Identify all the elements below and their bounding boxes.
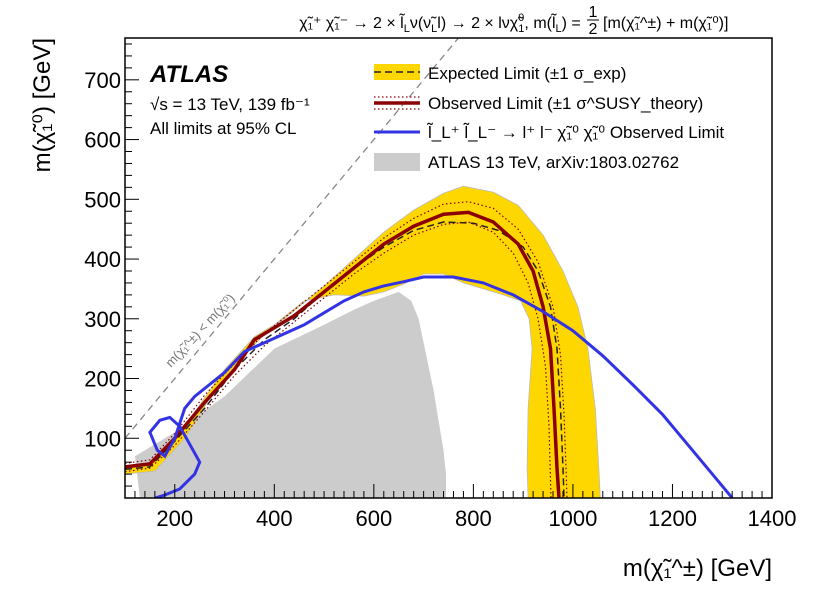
x-tick-label: 1200	[648, 506, 697, 531]
expected-limit-line	[125, 221, 565, 498]
x-tick-label: 600	[355, 506, 392, 531]
plot-frame	[124, 37, 773, 499]
x-tick-label: 1000	[548, 506, 597, 531]
x-tick-label: 400	[256, 506, 293, 531]
chart-title: χ̃₁⁺ χ̃₁⁻ → 2 × l̃Lν(ν̃Ll) → 2 × lνχ̃0 1,…	[299, 12, 581, 35]
previous-result-area	[135, 291, 446, 498]
energy-lumi-label: √s = 13 TeV, 139 fb⁻¹	[150, 95, 310, 114]
kinematic-limit-label: m(χ̃₁^±) < m(χ̃₁⁰)	[162, 291, 238, 370]
legend-previous-swatch	[374, 153, 420, 171]
y-tick-label: 700	[84, 68, 121, 93]
y-tick-label: 100	[84, 426, 121, 451]
y-tick-label: 600	[84, 128, 121, 153]
legend-expected-label: Expected Limit (±1 σ_exp)	[428, 64, 626, 83]
observed-limit-line	[125, 210, 561, 498]
y-axis: 100 200 300 400 500 600 700	[84, 43, 139, 487]
legend-slepton-label: l̃_L⁺ l̃_L⁻ → l⁺ l⁻ χ̃₁⁰ χ̃₁⁰ Observed L…	[426, 122, 724, 142]
title-fraction-numerator: 1	[589, 4, 598, 21]
y-tick-label: 500	[84, 187, 121, 212]
title-mass-rhs: [m(χ̃₁^±) + m(χ̃₁⁰)]	[603, 15, 728, 32]
title-fraction-denominator: 2	[589, 21, 598, 38]
x-axis-label: m(χ̃₁^±) [GeV]	[623, 555, 772, 582]
legend: Expected Limit (±1 σ_exp) Observed Limit…	[374, 64, 724, 172]
x-tick-label: 200	[156, 506, 193, 531]
y-axis-label: m(χ̃₁⁰) [GeV]	[29, 38, 56, 172]
legend-observed-label: Observed Limit (±1 σ^SUSY_theory)	[428, 94, 703, 113]
y-tick-label: 300	[84, 307, 121, 332]
x-tick-label: 1400	[748, 506, 797, 531]
expected-1sigma-band	[125, 185, 601, 498]
y-tick-label: 400	[84, 247, 121, 272]
slepton-observed-limit-line	[148, 275, 734, 498]
y-tick-label: 200	[84, 367, 121, 392]
x-tick-label: 800	[455, 506, 492, 531]
atlas-logo: ATLAS	[149, 61, 228, 88]
legend-previous-label: ATLAS 13 TeV, arXiv:1803.02762	[428, 153, 679, 172]
confidence-level-label: All limits at 95% CL	[150, 119, 296, 138]
observed-plus-1sigma-line	[125, 201, 568, 498]
x-axis: 200 400 600 800 1000 1200 1400	[124, 484, 797, 531]
plot-area	[125, 38, 734, 498]
